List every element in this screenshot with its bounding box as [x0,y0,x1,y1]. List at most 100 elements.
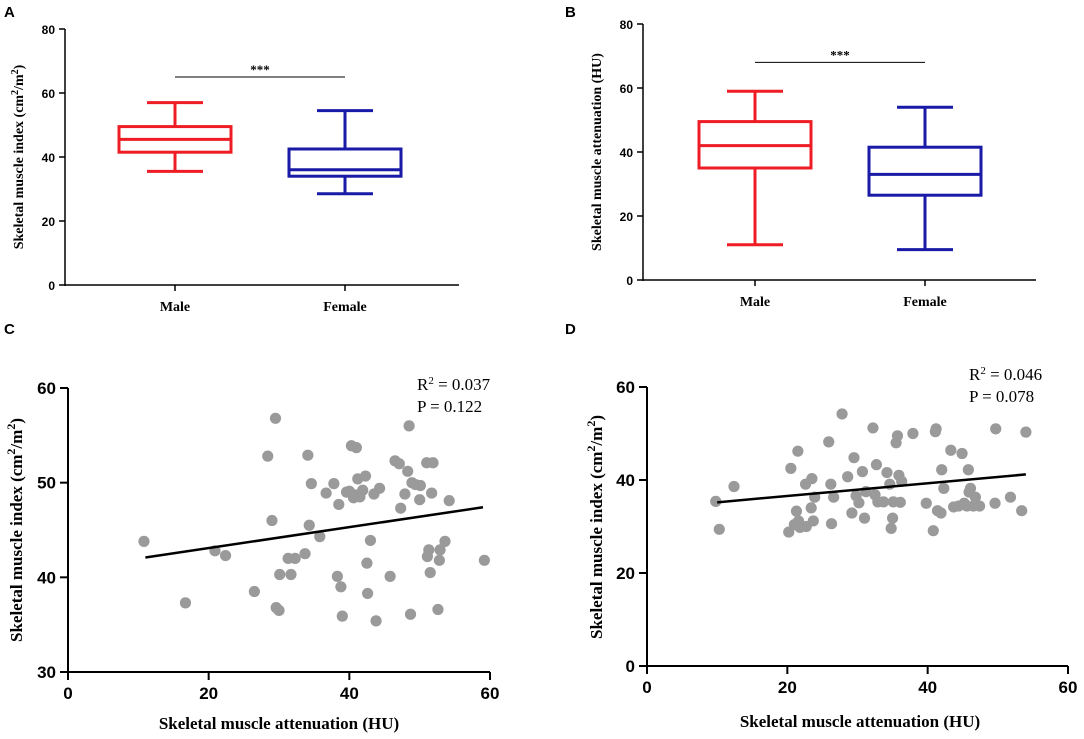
y-tick-label: 40 [42,151,56,165]
scatter-point [414,479,426,492]
scatter-point [305,478,317,490]
y-axis-title: Skeletal muscle index (cm2/m2) [584,415,606,639]
y-tick-label: 80 [620,18,634,32]
x-category-label: Male [740,295,770,310]
scatter-point [248,585,260,598]
scatter-point [856,466,869,478]
scatter-point [886,512,899,524]
scatter-point [262,450,274,462]
scatter-point [853,497,865,509]
scatter-point [333,498,345,511]
significance-stars: *** [250,62,270,77]
x-category-label: Male [160,300,190,315]
scatter-point [179,597,192,609]
x-tick-label: 40 [918,678,937,697]
box-female [287,109,403,196]
scatter-point [303,519,315,531]
y-axis-ticks: 0 20 40 60 [616,378,647,676]
x-tick-label: 20 [199,684,218,703]
scatter-point [403,420,415,432]
scatter-point [395,502,407,514]
significance-stars: *** [830,47,850,62]
scatter-point [320,487,332,499]
box-female [867,105,983,252]
scatter-point [314,531,326,543]
scatter-point [362,587,374,600]
x-tick-label: 0 [63,684,72,703]
y-tick-label: 40 [620,146,634,160]
y-axis-ticks: 30 40 50 60 [37,379,68,682]
y-tick-label: 60 [620,82,634,96]
scatter-point [335,581,347,593]
scatter-point [935,507,947,519]
scatter-point [331,570,343,582]
panel-letter-c: C [4,321,15,338]
iqr-box [287,147,403,178]
scatter-point [1016,505,1028,517]
scatter-point [867,422,879,434]
scatter-point [432,603,444,616]
scatter-point [938,482,950,494]
x-axis-category-labels: Male Female [740,280,947,310]
scatter-point [299,548,311,560]
scatter-point [336,610,348,622]
scatter-point [964,482,977,494]
y-axis-title: Skeletal muscle attenuation (HU) [590,53,605,251]
scatter-point [439,535,451,547]
scatter-point [927,525,939,537]
scatter-point [973,500,986,512]
scatter-point [426,487,438,499]
scatter-point [828,491,840,503]
x-tick-label: 40 [340,684,359,703]
scatter-point [785,462,797,474]
scatter-points [138,412,490,627]
scatter-point [443,495,455,507]
scatter-point [907,427,919,440]
y-axis-ticks: 0 20 40 60 80 [620,18,643,288]
scatter-point [870,459,883,471]
r-squared-label: R2 = 0.037 [417,375,491,394]
iqr-box [867,145,983,197]
y-tick-label: 40 [37,568,56,587]
x-category-label: Female [323,300,367,315]
y-tick-label: 20 [620,210,634,224]
scatter-point [357,484,369,496]
scatter-point [881,466,893,479]
x-axis-title: Skeletal muscle attenuation (HU) [159,714,399,733]
panel-b-boxplot: B Skeletal muscle attenuation (HU) 0 20 40… [565,4,1036,310]
y-axis-title: Skeletal muscle index (cm2/m2) [10,64,28,249]
scatter-point [790,505,803,517]
scatter-point [427,457,439,469]
scatter-point [414,494,426,506]
scatter-point [885,522,897,534]
scatter-point [370,615,382,627]
y-tick-label: 20 [616,564,635,583]
y-tick-label: 0 [48,279,55,293]
panel-a-boxplot: A Skeletal muscle index (cm2/m2) 0 20 40 60… [4,4,459,315]
scatter-point [836,408,848,420]
y-tick-label: 50 [37,474,56,493]
scatter-point [350,442,362,454]
scatter-point [969,491,981,503]
y-tick-label: 80 [42,23,56,37]
p-value-label: P = 0.078 [969,387,1034,406]
scatter-point [359,470,372,482]
scatter-point [404,608,417,620]
scatter-point [848,452,860,464]
y-tick-label: 0 [626,274,633,288]
x-axis-title: Skeletal muscle attenuation (HU) [740,712,980,731]
box-group [117,101,403,196]
panel-d-scatter: D Skeletal muscle index (cm2/m2) Skeleta… [565,321,1077,731]
y-tick-label: 20 [42,215,56,229]
scatter-point [424,567,436,579]
scatter-point [842,471,854,483]
x-tick-label: 0 [642,678,651,697]
scatter-point [877,496,890,508]
scatter-point [328,478,340,490]
scatter-point [710,495,722,507]
box-male [117,101,233,173]
scatter-point [302,449,314,461]
x-axis-category-labels: Male Female [160,285,367,315]
box-male [697,89,813,247]
scatter-point [962,464,974,476]
